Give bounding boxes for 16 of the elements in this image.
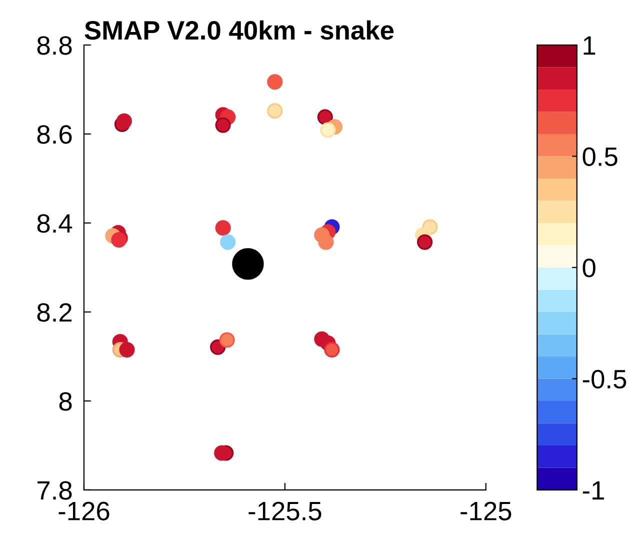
x-tick-label: -125 [460,502,512,520]
color-bar-label: -0.5 [582,370,626,389]
color-bar-label: 0 [582,258,596,278]
y-tick-label: 8.6 [37,125,72,144]
point [232,248,264,280]
color-bar-label: 0.5 [582,147,618,166]
y-tick-label: 7.8 [38,481,72,500]
x-tick-label: -126 [58,502,110,520]
color-bar-label: -1 [582,481,604,500]
x-tick-label: -125.5 [248,502,322,520]
chart-title: SMAP V2.0 40km - snake [84,20,394,40]
y-tick-label: 8.2 [37,303,72,322]
y-tick-label: 8.4 [37,214,72,233]
y-tick-label: 8.8 [37,36,72,55]
color-bar-label: 1 [584,36,596,55]
y-tick-label: 8 [59,392,72,411]
